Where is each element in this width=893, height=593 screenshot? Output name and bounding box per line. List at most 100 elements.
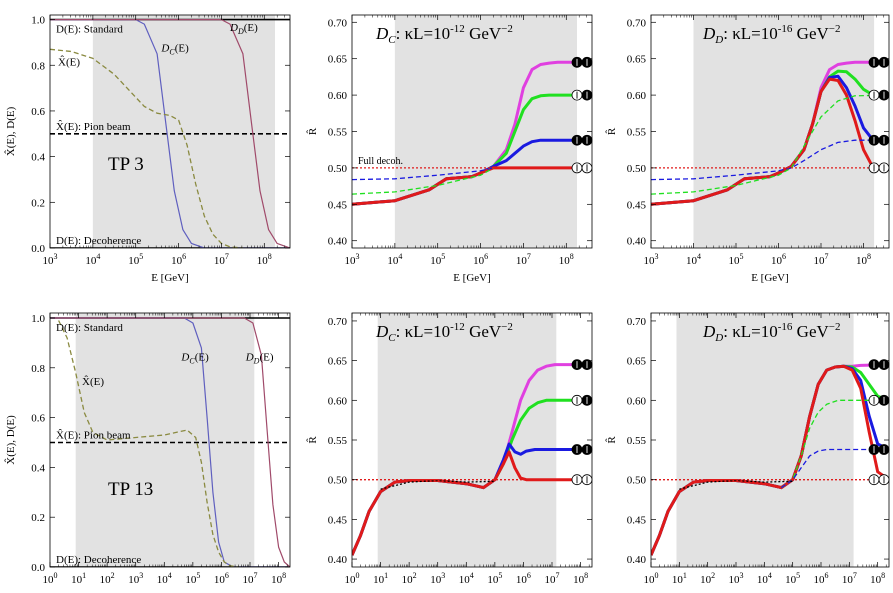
y-tick-label: 0.2 [31, 512, 45, 524]
y-tick-label: 0.6 [31, 413, 45, 425]
x-tick-label: 105 [487, 571, 502, 586]
plot-area [50, 18, 290, 248]
title-unit-exp: −2 [501, 321, 513, 333]
flavor-marker [571, 474, 593, 486]
annotation-dc-sub: C [189, 356, 195, 365]
flavor-marker [571, 444, 593, 455]
plot-frame [49, 14, 291, 249]
series-line [50, 19, 290, 248]
x-tick-exponent: 4 [398, 252, 402, 261]
annotation-standard: D(E): Standard [56, 24, 123, 36]
x-tick-exponent: 3 [139, 571, 143, 580]
x-tick-label: 101 [672, 571, 687, 586]
y-tick-label: 0.50 [328, 475, 348, 487]
shaded-region [377, 313, 557, 567]
x-axis-label: E [GeV] [151, 591, 189, 593]
annotation-x-hat: X̂(E) [82, 375, 104, 388]
y-tick-label: 0.50 [328, 163, 348, 175]
panel-tp13-dd: 100 101 102 103 104 105 106 107 1080.400.450.500… [605, 312, 890, 593]
x-tick-label: 108 [257, 252, 272, 267]
title-rest: : κL=10 [723, 322, 778, 341]
y-tick-label: 0.65 [627, 356, 647, 368]
series-line [352, 450, 592, 556]
x-tick-exponent: 5 [196, 571, 200, 580]
annotation-dd-sub: D [253, 356, 260, 365]
x-tick-exponent: 5 [498, 571, 502, 580]
x-tick-exponent: 3 [54, 252, 58, 261]
title-unit: GeV [792, 322, 829, 341]
plot-area [352, 60, 592, 206]
x-axis-label: E [GeV] [151, 272, 189, 284]
x-tick-exponent: 0 [655, 571, 659, 580]
x-axis-label: E [GeV] [453, 272, 491, 284]
y-tick-label: 0.0 [31, 243, 45, 255]
x-tick-exponent: 6 [825, 571, 829, 580]
x-tick-exponent: 4 [168, 571, 172, 580]
x-tick-label: 108 [856, 252, 871, 267]
x-tick-exponent: 8 [881, 571, 885, 580]
y-tick-label: 0.60 [627, 395, 647, 407]
y-tick-label: 0.55 [328, 127, 348, 139]
flavor-marker [571, 89, 593, 101]
x-tick-label: 105 [128, 252, 143, 267]
x-tick-label: 101 [373, 571, 388, 586]
y-axis-label: R̂ [605, 436, 618, 444]
title-exp: -12 [450, 23, 465, 35]
x-tick-exponent: 0 [356, 571, 360, 580]
y-tick-label: 0.45 [328, 199, 348, 211]
x-tick-exponent: 4 [470, 571, 474, 580]
y-axis-label: X̂(E), D(E) [4, 415, 17, 465]
title-exp: -16 [778, 321, 793, 333]
annotation-dc-rest: (E) [175, 43, 189, 55]
x-tick-exponent: 1 [683, 571, 687, 580]
plot-area [651, 60, 889, 206]
annotation-standard: D(E): Standard [56, 322, 123, 334]
y-tick-label: 0.65 [627, 54, 647, 66]
shaded-region [92, 15, 275, 248]
x-tick-label: 106 [214, 571, 229, 586]
title-exp: -16 [778, 23, 793, 35]
y-tick-label: 0.55 [627, 435, 647, 447]
y-tick-label: 0.4 [31, 462, 45, 474]
annotation-decoherence: D(E): Decoherence [56, 235, 141, 247]
y-tick-label: 0.70 [627, 316, 647, 328]
x-tick-exponent: 7 [225, 252, 229, 261]
panel-tp3-dc: 103 104 105 106 107 108 0.40 0.45 0.50 0.55 0.60 0.… [306, 14, 593, 284]
y-tick-label: 0.8 [31, 60, 45, 72]
x-tick-label: 104 [85, 252, 100, 267]
x-tick-exponent: 3 [655, 252, 659, 261]
flavor-marker [868, 162, 890, 174]
annotation-dd: DD(E) [245, 351, 274, 365]
x-tick-exponent: 8 [282, 571, 286, 580]
series-line [651, 94, 889, 195]
y-tick-label: 0.50 [627, 163, 647, 175]
panel-tp13-x: 100 101 102 103 104 105 106 107 1080.00.20.40.60… [4, 312, 291, 593]
flavor-marker [868, 89, 890, 101]
flavor-marker [571, 394, 593, 406]
x-tick-label: 104 [459, 571, 474, 586]
x-tick-label: 107 [516, 252, 531, 267]
x-tick-label: 103 [644, 252, 659, 267]
x-tick-label: 103 [729, 571, 744, 586]
x-tick-label: 106 [473, 252, 488, 267]
x-tick-exponent: 6 [782, 252, 786, 261]
panel-title: DD: κL=10-16 GeV−2 [702, 321, 841, 344]
annotation-dd-d: D [229, 22, 238, 34]
y-axis-label: X̂(E), D(E) [4, 106, 17, 156]
x-tick-exponent: 3 [356, 252, 360, 261]
x-tick-label: 102 [100, 571, 115, 586]
annotation-x-hat: X̂(E) [58, 55, 80, 68]
x-tick-exponent: 4 [697, 252, 701, 261]
title-unit-exp: −2 [829, 23, 841, 35]
x-tick-label: 104 [686, 252, 701, 267]
x-tick-exponent: 7 [825, 252, 829, 261]
series-line [58, 320, 239, 567]
x-tick-exponent: 3 [441, 571, 445, 580]
x-tick-label: 103 [128, 571, 143, 586]
x-tick-label: 106 [771, 252, 786, 267]
flavor-marker [868, 359, 890, 370]
shaded-region [693, 15, 875, 248]
x-tick-label: 105 [729, 252, 744, 267]
x-tick-label: 101 [71, 571, 86, 586]
y-tick-label: 0.55 [627, 127, 647, 139]
